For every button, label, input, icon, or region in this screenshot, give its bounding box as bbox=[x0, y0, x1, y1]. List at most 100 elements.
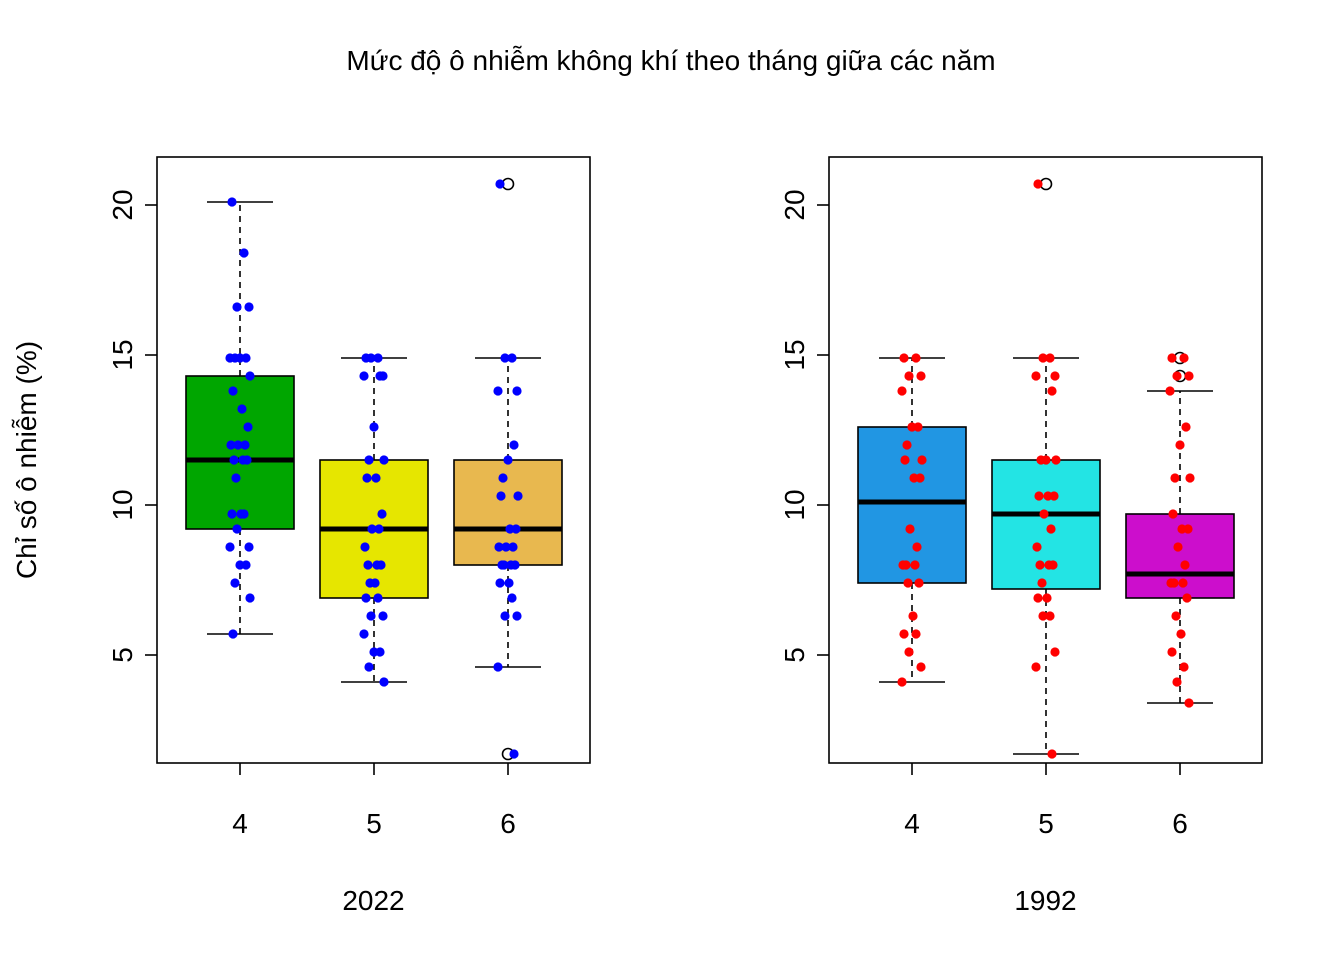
y-tick-label: 5 bbox=[779, 647, 810, 663]
data-point bbox=[507, 593, 517, 603]
data-point bbox=[361, 593, 371, 603]
data-point bbox=[1172, 371, 1182, 381]
data-point bbox=[1175, 440, 1185, 450]
data-point bbox=[899, 629, 909, 639]
data-point bbox=[1179, 662, 1189, 672]
data-point bbox=[359, 629, 369, 639]
data-point bbox=[373, 353, 383, 363]
data-point bbox=[511, 524, 521, 534]
data-point bbox=[242, 455, 252, 465]
data-point bbox=[1176, 629, 1186, 639]
data-point bbox=[897, 677, 907, 687]
data-point bbox=[1050, 647, 1060, 657]
data-point bbox=[499, 560, 509, 570]
data-point bbox=[1036, 455, 1046, 465]
data-point bbox=[899, 353, 909, 363]
data-point bbox=[495, 578, 505, 588]
data-point bbox=[1179, 353, 1189, 363]
data-point bbox=[1181, 422, 1191, 432]
data-point bbox=[229, 455, 239, 465]
data-point bbox=[364, 455, 374, 465]
data-point bbox=[379, 677, 389, 687]
data-point bbox=[1045, 353, 1055, 363]
data-point bbox=[500, 353, 510, 363]
data-point bbox=[1048, 560, 1058, 570]
data-point bbox=[376, 560, 386, 570]
data-point bbox=[366, 353, 376, 363]
y-tick-label: 15 bbox=[107, 339, 138, 370]
data-point bbox=[360, 542, 370, 552]
data-point bbox=[366, 611, 376, 621]
y-tick-label: 5 bbox=[107, 647, 138, 663]
data-point bbox=[1034, 491, 1044, 501]
data-point bbox=[1050, 371, 1060, 381]
box-6 bbox=[453, 177, 563, 761]
data-point bbox=[916, 662, 926, 672]
y-tick-label: 10 bbox=[107, 489, 138, 520]
data-point bbox=[509, 440, 519, 450]
data-point bbox=[1042, 593, 1052, 603]
data-point bbox=[240, 440, 250, 450]
data-point bbox=[375, 371, 385, 381]
data-point bbox=[230, 578, 240, 588]
data-point bbox=[912, 542, 922, 552]
data-point bbox=[1169, 578, 1179, 588]
data-point bbox=[915, 473, 925, 483]
data-point bbox=[504, 578, 514, 588]
data-point bbox=[1184, 371, 1194, 381]
data-point bbox=[1180, 560, 1190, 570]
data-point bbox=[1171, 611, 1181, 621]
data-point bbox=[377, 509, 387, 519]
data-point bbox=[908, 611, 918, 621]
data-point bbox=[1184, 698, 1194, 708]
panel-2022: 5 10 15 20 4 5 6 2022 bbox=[107, 156, 591, 916]
data-point bbox=[228, 386, 238, 396]
data-point bbox=[914, 578, 924, 588]
data-point bbox=[232, 302, 242, 312]
data-point bbox=[494, 542, 504, 552]
box-body bbox=[185, 375, 295, 530]
data-point bbox=[1051, 455, 1061, 465]
data-point bbox=[374, 524, 384, 534]
x-tick-label: 4 bbox=[904, 808, 920, 839]
data-point bbox=[902, 440, 912, 450]
data-point bbox=[507, 353, 517, 363]
x-tick-label: 5 bbox=[366, 808, 382, 839]
y-tick-label: 20 bbox=[107, 189, 138, 220]
data-point bbox=[239, 248, 249, 258]
data-point bbox=[493, 386, 503, 396]
x-axis-label: 2022 bbox=[342, 885, 404, 916]
data-point bbox=[239, 509, 249, 519]
data-point bbox=[367, 524, 377, 534]
data-point bbox=[244, 302, 254, 312]
data-point bbox=[495, 179, 505, 189]
data-point bbox=[501, 542, 511, 552]
data-point bbox=[1038, 353, 1048, 363]
data-point bbox=[513, 491, 523, 501]
x-axis-label: 1992 bbox=[1014, 885, 1076, 916]
data-point bbox=[1170, 473, 1180, 483]
data-point bbox=[1033, 179, 1043, 189]
x-tick-label: 6 bbox=[500, 808, 516, 839]
data-point bbox=[228, 629, 238, 639]
box-5 bbox=[991, 177, 1101, 755]
data-point bbox=[235, 560, 245, 570]
data-point bbox=[232, 524, 242, 534]
data-point bbox=[910, 560, 920, 570]
data-point bbox=[369, 647, 379, 657]
box-4 bbox=[857, 357, 967, 683]
data-point bbox=[907, 422, 917, 432]
data-point bbox=[496, 491, 506, 501]
data-point bbox=[917, 455, 927, 465]
data-point bbox=[900, 455, 910, 465]
data-point bbox=[1046, 524, 1056, 534]
data-point bbox=[1185, 473, 1195, 483]
data-point bbox=[359, 371, 369, 381]
y-tick-label: 15 bbox=[779, 339, 810, 370]
data-point bbox=[230, 353, 240, 363]
data-point bbox=[1168, 509, 1178, 519]
data-point bbox=[509, 749, 519, 759]
data-point bbox=[362, 473, 372, 483]
data-point bbox=[243, 422, 253, 432]
chart-title: Mức độ ô nhiễm không khí theo tháng giữa… bbox=[346, 45, 995, 76]
